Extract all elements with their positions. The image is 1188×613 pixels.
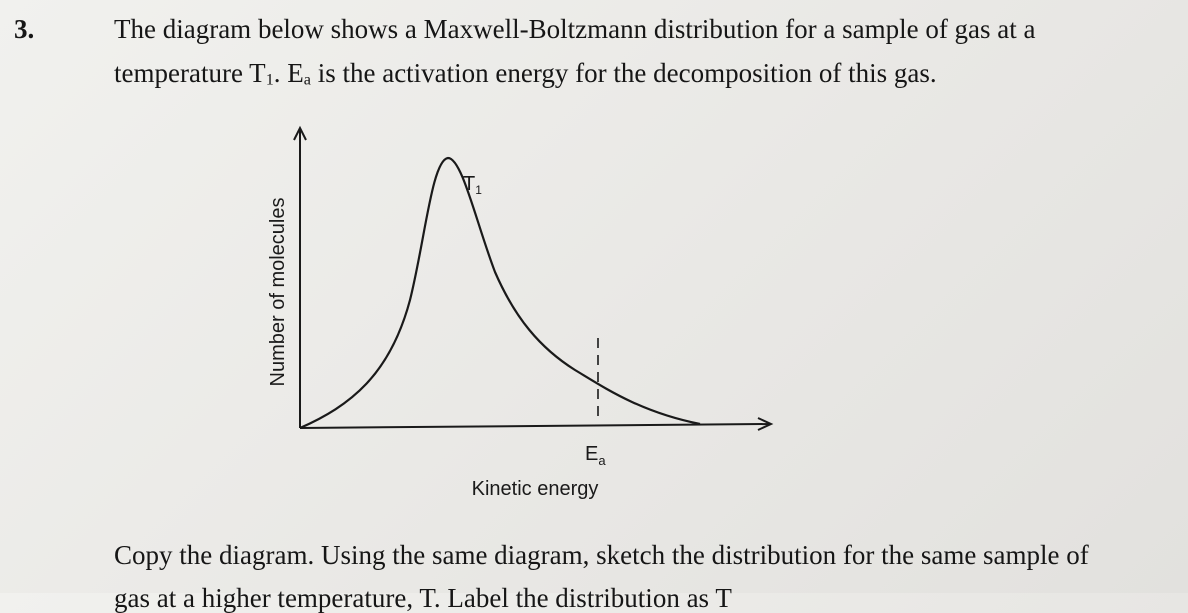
question-text-part1: temperature T (114, 58, 266, 88)
question-text-line1: The diagram below shows a Maxwell-Boltzm… (114, 14, 1036, 44)
question-text-part3: is the activation energy for the decompo… (310, 58, 937, 88)
question-text-line2: temperature T1. Ea is the activation ene… (114, 60, 937, 88)
curve-label-t1: T1 (463, 173, 482, 197)
question-number: 3. (14, 14, 35, 44)
x-axis-label: Kinetic energy (472, 478, 599, 500)
activation-energy-subscript: a (303, 70, 311, 89)
ea-label: Ea (585, 443, 606, 468)
x-axis (299, 423, 771, 429)
y-axis-arrowhead (293, 125, 307, 141)
instruction-text-line1: Copy the diagram. Using the same diagram… (114, 540, 1089, 570)
instruction-text-line2: gas at a higher temperature, T. Label th… (114, 583, 732, 613)
maxwell-boltzmann-diagram: T1 Ea Kinetic energy Number of molecules (267, 125, 774, 500)
t1-distribution-curve (299, 156, 701, 430)
y-axis-label: Number of molecules (267, 198, 289, 387)
temperature-subscript: 1 (265, 70, 274, 89)
question-text-part2: . E (273, 58, 304, 88)
x-axis-arrowhead (757, 417, 774, 431)
